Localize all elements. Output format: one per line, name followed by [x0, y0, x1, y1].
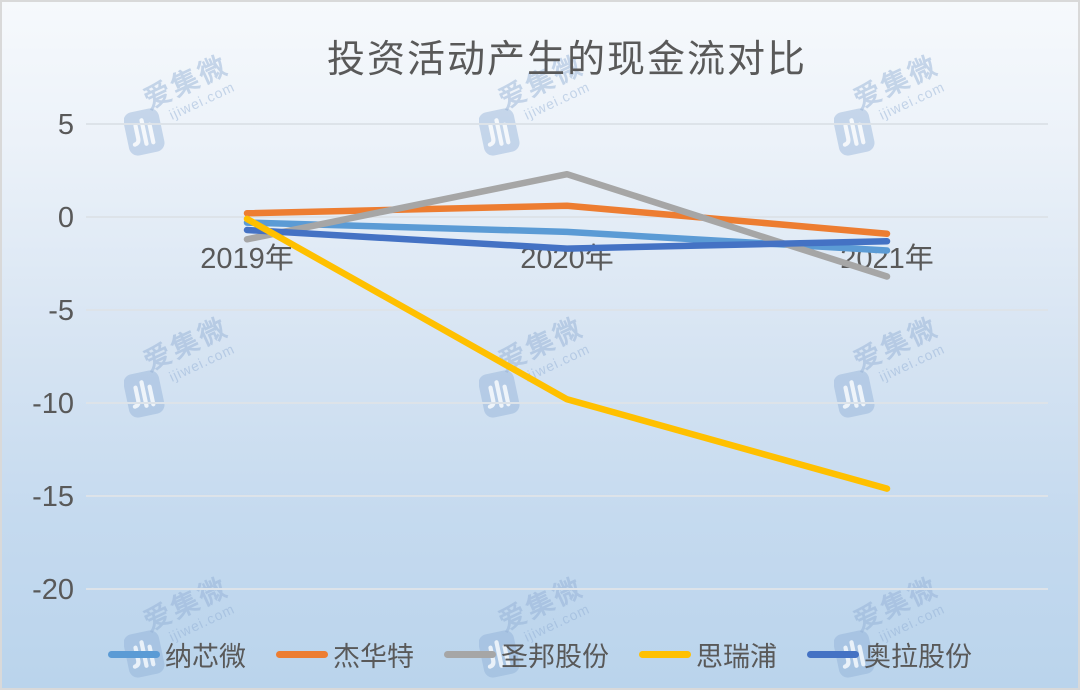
chart-legend: 纳芯微 杰华特 圣邦股份 思瑞浦 奥拉股份	[2, 635, 1078, 674]
legend-label: 纳芯微	[165, 642, 246, 672]
y-tick-label: 0	[58, 202, 74, 234]
legend-item-圣邦股份: 圣邦股份	[444, 635, 609, 674]
y-tick-label: -20	[32, 574, 74, 606]
legend-swatch-icon	[276, 651, 328, 658]
series-lines-group	[243, 170, 891, 492]
gridlines-group	[86, 123, 1048, 590]
series-line-杰华特	[243, 202, 891, 237]
legend-item-奥拉股份: 奥拉股份	[807, 635, 972, 674]
legend-swatch-icon	[807, 651, 859, 658]
legend-item-杰华特: 杰华特	[276, 635, 414, 674]
chart-title: 投资活动产生的现金流对比	[326, 39, 807, 81]
legend-swatch-icon	[639, 651, 691, 658]
legend-label: 圣邦股份	[501, 642, 609, 672]
legend-label: 奥拉股份	[864, 642, 972, 672]
legend-swatch-icon	[108, 651, 160, 658]
x-category-label: 2019年	[200, 242, 294, 275]
legend-label: 思瑞浦	[696, 642, 777, 672]
y-axis-labels-group: 5 0 -5 -10 -15 -20	[32, 109, 74, 606]
y-tick-label: 5	[58, 109, 74, 141]
series-line-思瑞浦	[243, 215, 891, 492]
legend-swatch-icon	[444, 651, 496, 658]
y-tick-label: -10	[32, 388, 74, 420]
legend-label: 杰华特	[333, 642, 414, 672]
y-tick-label: -15	[32, 481, 74, 513]
legend-item-思瑞浦: 思瑞浦	[639, 635, 777, 674]
legend-item-纳芯微: 纳芯微	[108, 635, 246, 674]
y-tick-label: -5	[48, 295, 74, 327]
series-line-奥拉股份	[243, 226, 891, 252]
